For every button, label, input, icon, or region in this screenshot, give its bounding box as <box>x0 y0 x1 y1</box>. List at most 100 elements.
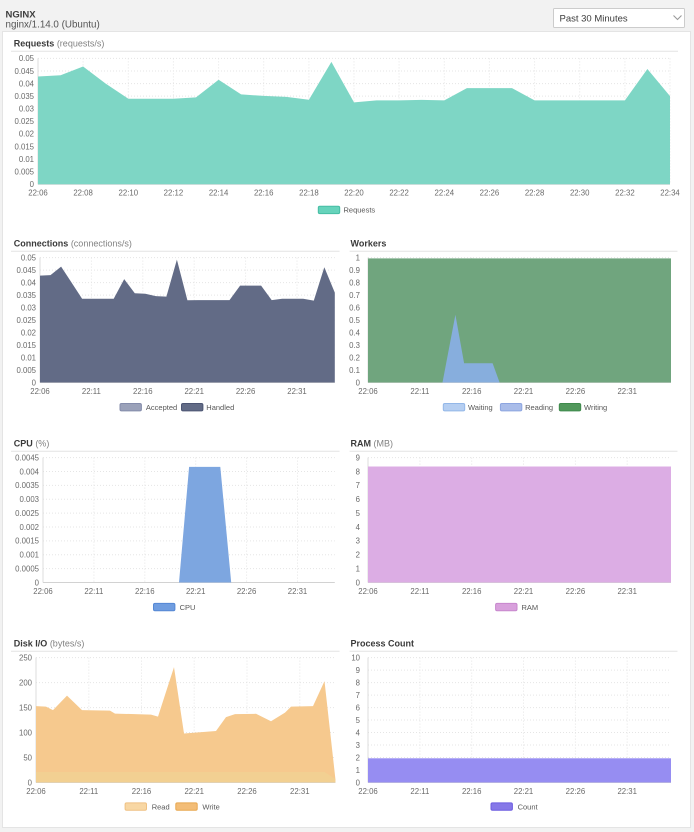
svg-text:Read: Read <box>152 802 170 811</box>
svg-text:Waiting: Waiting <box>468 403 493 412</box>
svg-text:1: 1 <box>356 564 360 573</box>
svg-text:0.0035: 0.0035 <box>15 481 40 490</box>
svg-text:6: 6 <box>356 495 360 504</box>
svg-text:22:31: 22:31 <box>617 787 637 796</box>
svg-text:0.01: 0.01 <box>21 353 36 362</box>
svg-text:0: 0 <box>35 578 40 587</box>
svg-text:0.6: 0.6 <box>349 303 360 312</box>
svg-text:22:16: 22:16 <box>254 189 274 198</box>
svg-text:8: 8 <box>356 467 360 476</box>
svg-text:250: 250 <box>19 653 33 662</box>
svg-text:22:06: 22:06 <box>358 387 378 396</box>
svg-text:0.5: 0.5 <box>349 316 361 325</box>
svg-text:0.015: 0.015 <box>14 142 34 151</box>
svg-text:0: 0 <box>30 180 35 189</box>
svg-text:0: 0 <box>356 578 361 587</box>
svg-text:22:21: 22:21 <box>514 787 534 796</box>
svg-text:0.1: 0.1 <box>349 366 360 375</box>
svg-text:22:06: 22:06 <box>26 787 46 796</box>
svg-text:0.045: 0.045 <box>14 67 34 76</box>
svg-text:22:16: 22:16 <box>135 587 155 596</box>
svg-text:0.001: 0.001 <box>19 551 39 560</box>
svg-text:22:06: 22:06 <box>358 587 378 596</box>
svg-text:200: 200 <box>19 678 33 687</box>
svg-text:22:34: 22:34 <box>660 189 680 198</box>
svg-text:0: 0 <box>28 778 33 787</box>
svg-text:22:21: 22:21 <box>184 387 204 396</box>
svg-text:22:06: 22:06 <box>33 587 53 596</box>
svg-text:0.015: 0.015 <box>16 341 36 350</box>
svg-text:22:16: 22:16 <box>462 787 482 796</box>
svg-text:22:31: 22:31 <box>617 387 637 396</box>
svg-text:0.003: 0.003 <box>19 495 39 504</box>
svg-text:22:32: 22:32 <box>615 189 635 198</box>
svg-text:0.05: 0.05 <box>21 253 37 262</box>
svg-text:22:31: 22:31 <box>287 387 307 396</box>
svg-text:0.025: 0.025 <box>16 316 36 325</box>
svg-text:6: 6 <box>356 703 360 712</box>
svg-text:1: 1 <box>356 253 360 262</box>
svg-text:0.2: 0.2 <box>349 353 360 362</box>
svg-text:0.04: 0.04 <box>19 79 35 88</box>
svg-text:22:11: 22:11 <box>79 787 98 796</box>
svg-text:0.8: 0.8 <box>349 278 360 287</box>
svg-text:0.05: 0.05 <box>19 54 35 63</box>
svg-text:22:21: 22:21 <box>184 787 204 796</box>
svg-text:0.4: 0.4 <box>349 328 361 337</box>
svg-text:22:31: 22:31 <box>288 587 308 596</box>
svg-text:10: 10 <box>351 653 360 662</box>
svg-text:0: 0 <box>356 378 361 387</box>
svg-text:0.035: 0.035 <box>16 291 36 300</box>
svg-text:Requests: Requests <box>344 206 376 215</box>
svg-text:22:16: 22:16 <box>133 387 153 396</box>
svg-text:22:26: 22:26 <box>480 189 500 198</box>
svg-text:22:31: 22:31 <box>290 787 310 796</box>
svg-text:0.9: 0.9 <box>349 266 360 275</box>
svg-text:CPU (%): CPU (%) <box>14 438 50 448</box>
svg-text:0.03: 0.03 <box>21 303 36 312</box>
svg-text:22:11: 22:11 <box>410 387 429 396</box>
svg-text:Write: Write <box>202 802 219 811</box>
svg-text:Process Count: Process Count <box>351 638 415 648</box>
svg-text:22:26: 22:26 <box>237 587 257 596</box>
svg-text:5: 5 <box>356 716 361 725</box>
svg-text:Workers: Workers <box>351 238 387 248</box>
svg-text:22:21: 22:21 <box>514 387 534 396</box>
svg-text:22:08: 22:08 <box>73 189 93 198</box>
svg-text:0.0045: 0.0045 <box>15 453 40 462</box>
svg-text:Requests (requests/s): Requests (requests/s) <box>14 38 105 48</box>
svg-text:4: 4 <box>356 728 361 737</box>
svg-text:50: 50 <box>23 753 32 762</box>
svg-text:NGINX: NGINX <box>6 9 37 20</box>
svg-text:0.04: 0.04 <box>21 278 37 287</box>
svg-text:Handled: Handled <box>206 403 234 412</box>
svg-text:22:26: 22:26 <box>566 387 586 396</box>
svg-text:Writing: Writing <box>584 403 607 412</box>
svg-text:3: 3 <box>356 741 360 750</box>
svg-text:9: 9 <box>356 453 360 462</box>
svg-text:Count: Count <box>518 802 539 811</box>
svg-text:22:06: 22:06 <box>358 787 378 796</box>
svg-text:0.3: 0.3 <box>349 341 360 350</box>
svg-text:Accepted: Accepted <box>146 403 177 412</box>
svg-text:Connections (connections/s): Connections (connections/s) <box>14 238 132 248</box>
svg-text:22:28: 22:28 <box>525 189 545 198</box>
svg-text:0.035: 0.035 <box>14 92 34 101</box>
svg-text:0.0015: 0.0015 <box>15 537 40 546</box>
svg-text:22:14: 22:14 <box>209 189 229 198</box>
svg-text:4: 4 <box>356 523 361 532</box>
svg-text:22:26: 22:26 <box>236 387 256 396</box>
svg-text:22:16: 22:16 <box>462 387 482 396</box>
svg-text:22:22: 22:22 <box>389 189 409 198</box>
svg-text:22:11: 22:11 <box>84 587 103 596</box>
svg-text:RAM: RAM <box>522 603 539 612</box>
svg-text:1: 1 <box>356 766 360 775</box>
svg-text:Past 30 Minutes: Past 30 Minutes <box>560 13 628 24</box>
svg-text:Reading: Reading <box>525 403 553 412</box>
svg-text:0.03: 0.03 <box>19 105 34 114</box>
svg-text:22:21: 22:21 <box>514 587 534 596</box>
svg-text:0.005: 0.005 <box>16 366 36 375</box>
svg-text:22:11: 22:11 <box>82 387 101 396</box>
svg-text:22:12: 22:12 <box>164 189 184 198</box>
svg-text:0.7: 0.7 <box>349 291 360 300</box>
